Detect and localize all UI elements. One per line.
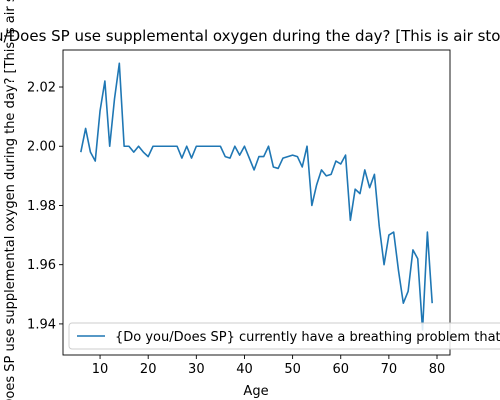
x-tick-label: 70 (381, 362, 398, 377)
plot-area (62, 49, 451, 356)
legend-entry: {Do you/Does SP} currently have a breath… (115, 330, 500, 345)
x-tick-label: 30 (188, 362, 205, 377)
x-tick-label: 60 (332, 362, 349, 377)
legend[interactable]: {Do you/Does SP} currently have a breath… (68, 322, 500, 350)
y-axis: 1.94 1.96 1.98 2.00 2.02 (27, 81, 63, 332)
x-axis: 10 20 30 40 50 60 70 80 (92, 355, 445, 377)
x-tick-label: 80 (429, 362, 446, 377)
y-tick-label: 2.02 (27, 81, 56, 96)
y-tick-label: 1.94 (27, 317, 56, 332)
y-tick-label: 1.98 (27, 199, 56, 214)
y-axis-label: Do you/Does SP use supplemental oxygen d… (3, 0, 18, 400)
y-tick-label: 1.96 (27, 258, 56, 273)
x-tick-label: 40 (236, 362, 253, 377)
chart-title: Do you/Does SP use supplemental oxygen d… (0, 27, 500, 45)
x-tick-label: 50 (284, 362, 301, 377)
y-tick-label: 2.00 (27, 140, 56, 155)
x-tick-label: 10 (92, 362, 109, 377)
series-line (80, 62, 433, 331)
x-axis-label: Age (243, 384, 268, 399)
legend-box (68, 322, 500, 350)
x-tick-label: 20 (140, 362, 157, 377)
plot-frame (62, 49, 451, 356)
